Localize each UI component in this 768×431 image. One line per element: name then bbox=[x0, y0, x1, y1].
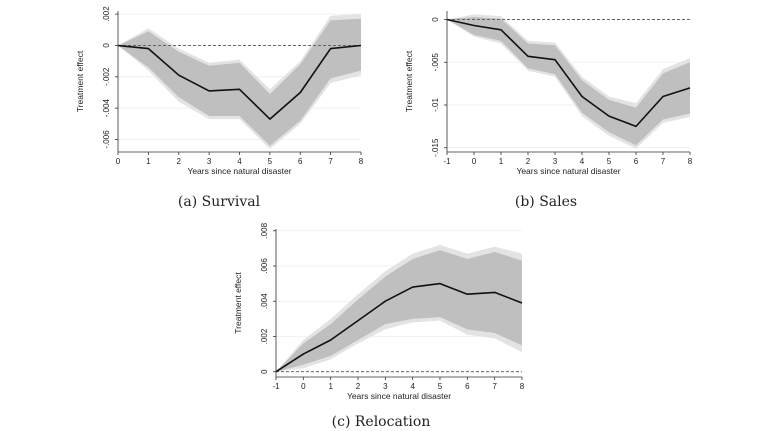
y-tick-label: .008 bbox=[260, 222, 269, 238]
x-tick-label: 5 bbox=[268, 157, 273, 166]
estimate-line bbox=[117, 44, 362, 120]
inner-confidence-band bbox=[447, 17, 690, 146]
x-tick-label: 8 bbox=[520, 382, 525, 391]
x-tick-label: 1 bbox=[328, 382, 333, 391]
y-tick-label: -.005 bbox=[431, 53, 440, 72]
x-tick-label: 3 bbox=[383, 382, 388, 391]
x-axis-title: Years since natural disaster bbox=[187, 166, 291, 176]
x-tick-label: 4 bbox=[410, 382, 415, 391]
x-tick-label: 7 bbox=[328, 157, 333, 166]
x-tick-label: 1 bbox=[499, 157, 504, 166]
y-axis-title: Treatment effect bbox=[233, 272, 243, 334]
inner-confidence-band bbox=[118, 18, 361, 146]
y-tick-label: -.002 bbox=[102, 67, 111, 86]
x-tick-label: 6 bbox=[465, 382, 470, 391]
y-tick-label: -.01 bbox=[431, 98, 440, 112]
panel-caption: (a) Survival bbox=[178, 194, 261, 210]
estimate-line bbox=[446, 18, 691, 128]
y-tick-label: .002 bbox=[260, 328, 269, 344]
x-tick-label: 3 bbox=[553, 157, 558, 166]
x-axis-title: Years since natural disaster bbox=[516, 166, 620, 176]
x-tick-label: 7 bbox=[492, 382, 497, 391]
x-tick-label: 8 bbox=[688, 157, 693, 166]
y-tick-label: -.015 bbox=[431, 138, 440, 157]
y-tick-label: .006 bbox=[260, 258, 269, 274]
inner-confidence-band bbox=[276, 250, 522, 372]
y-tick-label: .002 bbox=[102, 6, 111, 22]
panel-caption: (b) Sales bbox=[515, 194, 577, 210]
x-tick-label: -1 bbox=[272, 382, 280, 391]
x-tick-label: 4 bbox=[237, 157, 242, 166]
x-tick-label: 0 bbox=[472, 157, 477, 166]
x-tick-label: 0 bbox=[116, 157, 121, 166]
x-tick-label: 1 bbox=[146, 157, 151, 166]
y-tick-label: 0 bbox=[102, 43, 111, 48]
x-tick-label: 2 bbox=[526, 157, 531, 166]
y-tick-label: .004 bbox=[260, 293, 269, 309]
x-tick-label: 5 bbox=[607, 157, 612, 166]
panel-caption: (c) Relocation bbox=[332, 414, 431, 430]
x-tick-label: 7 bbox=[661, 157, 666, 166]
x-tick-label: 3 bbox=[207, 157, 212, 166]
x-tick-label: 5 bbox=[438, 382, 443, 391]
x-tick-label: 2 bbox=[356, 382, 361, 391]
x-tick-label: -1 bbox=[443, 157, 451, 166]
chart-panel-relocation: .008 .006 .004 .002 0 -1 0 1 2 3 4 5 6 7 8 Years since … bbox=[233, 222, 525, 430]
y-tick-label: -.006 bbox=[102, 130, 111, 149]
x-tick-label: 4 bbox=[580, 157, 585, 166]
y-tick-label: 0 bbox=[431, 17, 440, 22]
x-tick-label: 8 bbox=[359, 157, 364, 166]
chart-panel-sales: 0 -.005 -.01 -.015-1 0 1 2 3 4 5 6 7 8 Years since na… bbox=[404, 11, 693, 210]
chart-panel-survival: .002 0 -.002 -.004 -.006 0 1 2 3 4 5 6 7 8 Years since… bbox=[75, 6, 364, 210]
y-tick-label: -.004 bbox=[102, 98, 111, 117]
x-tick-label: 2 bbox=[177, 157, 182, 166]
y-tick-label: 0 bbox=[260, 369, 269, 374]
x-axis-title: Years since natural disaster bbox=[347, 391, 451, 401]
y-axis-title: Treatment effect bbox=[404, 50, 414, 112]
x-tick-label: 6 bbox=[634, 157, 639, 166]
x-tick-label: 6 bbox=[298, 157, 303, 166]
y-axis-title: Treatment effect bbox=[75, 50, 85, 112]
x-tick-label: 0 bbox=[301, 382, 306, 391]
estimate-line bbox=[275, 282, 523, 373]
